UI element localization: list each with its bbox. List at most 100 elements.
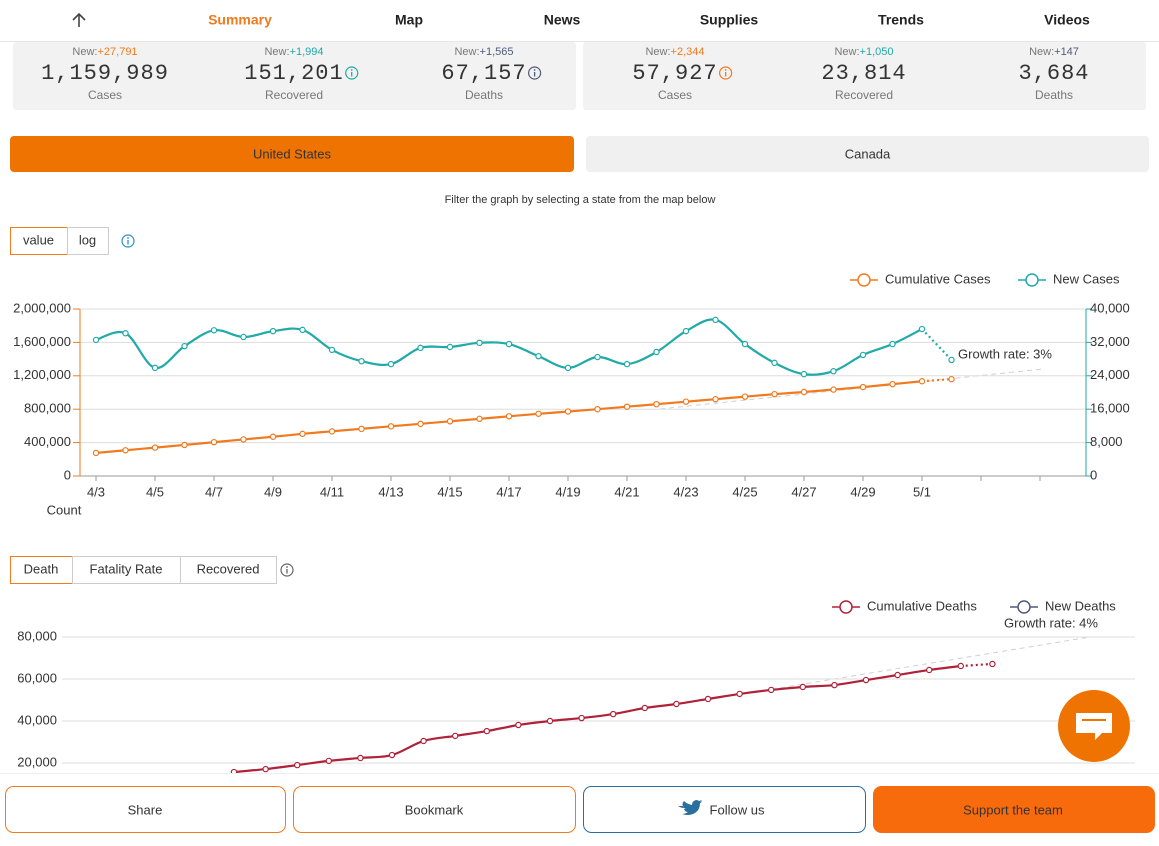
new-prefix: New: bbox=[645, 46, 670, 58]
nav-item[interactable]: Summary bbox=[208, 12, 272, 28]
y-tick-label: 40,000 bbox=[17, 712, 57, 727]
option-label: Fatality Rate bbox=[90, 561, 163, 576]
new-value: +1,050 bbox=[860, 46, 894, 58]
data-point bbox=[240, 333, 247, 341]
twitter-icon bbox=[678, 800, 702, 815]
nav-item[interactable]: Map bbox=[395, 12, 423, 28]
data-point bbox=[682, 398, 690, 405]
data-point bbox=[889, 340, 896, 348]
data-point bbox=[535, 410, 542, 417]
data-point bbox=[862, 676, 870, 684]
data-point bbox=[653, 348, 660, 356]
data-point bbox=[269, 327, 277, 335]
stat-label: Cases bbox=[88, 88, 122, 102]
country-tab[interactable] bbox=[586, 136, 1149, 172]
stat-label: Deaths bbox=[1035, 88, 1073, 102]
footer-button[interactable] bbox=[583, 786, 866, 833]
series-line-projected bbox=[921, 328, 953, 361]
stat-label: Cases bbox=[658, 88, 692, 102]
footer-button[interactable] bbox=[5, 786, 286, 833]
y-tick-label: 1,200,000 bbox=[13, 367, 71, 382]
data-point bbox=[594, 353, 601, 361]
country-tab-label: Canada bbox=[845, 146, 891, 161]
data-point bbox=[262, 765, 269, 773]
us-stats-panel bbox=[13, 42, 576, 110]
data-point bbox=[712, 395, 719, 403]
info-icon[interactable] bbox=[121, 234, 135, 248]
y-tick-label: 20,000 bbox=[17, 754, 57, 769]
new-value: +1,565 bbox=[480, 46, 514, 58]
ca-stats-panel bbox=[583, 42, 1146, 110]
footer-button[interactable] bbox=[293, 786, 576, 833]
data-point bbox=[328, 346, 336, 354]
option-button[interactable] bbox=[10, 227, 68, 255]
data-point bbox=[653, 400, 660, 408]
data-point bbox=[564, 408, 572, 415]
option-button[interactable] bbox=[67, 227, 109, 255]
legend-label[interactable]: Cumulative Cases bbox=[885, 271, 991, 286]
legend-label[interactable]: New Cases bbox=[1053, 271, 1120, 286]
new-count: New:+1,565 bbox=[454, 46, 513, 58]
legend-label[interactable]: Cumulative Deaths bbox=[867, 598, 977, 613]
data-point bbox=[800, 388, 808, 396]
data-point bbox=[299, 430, 306, 438]
nav-item[interactable]: Trends bbox=[878, 12, 924, 28]
info-icon-dot bbox=[286, 566, 288, 568]
data-point bbox=[420, 737, 427, 745]
data-point bbox=[299, 326, 306, 334]
new-count: New:+147 bbox=[1029, 46, 1079, 58]
info-icon[interactable] bbox=[528, 66, 542, 80]
data-point bbox=[446, 418, 454, 425]
filter-note: Filter the graph by selecting a state fr… bbox=[445, 194, 716, 206]
data-point bbox=[452, 732, 459, 740]
new-count: New:+1,994 bbox=[264, 46, 323, 58]
info-icon-dot bbox=[127, 237, 129, 239]
data-point bbox=[859, 383, 867, 391]
info-icon[interactable] bbox=[280, 563, 294, 577]
x-tick-label: 4/13 bbox=[378, 484, 403, 499]
info-icon[interactable] bbox=[345, 66, 359, 80]
x-tick-label: 4/19 bbox=[555, 484, 580, 499]
data-point bbox=[325, 757, 332, 765]
new-prefix: New: bbox=[834, 46, 859, 58]
footer-button[interactable] bbox=[873, 786, 1155, 833]
back-to-top[interactable] bbox=[72, 12, 86, 27]
info-icon-dot bbox=[533, 69, 536, 71]
data-point bbox=[210, 327, 218, 334]
data-point bbox=[830, 386, 837, 393]
data-point bbox=[926, 666, 933, 674]
option-button[interactable] bbox=[180, 556, 277, 584]
data-point bbox=[594, 406, 601, 413]
option-label: value bbox=[23, 232, 54, 247]
country-tab[interactable] bbox=[10, 136, 574, 172]
data-point bbox=[771, 359, 778, 367]
option-button[interactable] bbox=[72, 556, 181, 584]
data-point bbox=[269, 433, 277, 440]
info-icon[interactable] bbox=[719, 66, 733, 80]
y2-tick-label: 0 bbox=[1090, 467, 1097, 482]
data-point bbox=[948, 375, 955, 383]
data-point bbox=[771, 390, 778, 398]
data-point bbox=[122, 447, 129, 454]
y-tick-label: 1,600,000 bbox=[13, 334, 71, 349]
data-point bbox=[704, 695, 712, 703]
y-axis-label: Count bbox=[47, 502, 82, 517]
legend-marker bbox=[1017, 600, 1031, 614]
data-point bbox=[92, 449, 100, 457]
x-tick-label: 4/3 bbox=[87, 484, 105, 499]
data-point bbox=[358, 425, 365, 433]
data-point bbox=[358, 357, 365, 365]
nav-item[interactable]: Supplies bbox=[700, 12, 759, 28]
data-point bbox=[712, 316, 719, 324]
stat-value: 151,201 bbox=[244, 61, 343, 86]
nav-item[interactable]: News bbox=[544, 12, 581, 28]
data-point bbox=[387, 423, 395, 430]
legend-label[interactable]: New Deaths bbox=[1045, 598, 1116, 613]
nav-item[interactable]: Videos bbox=[1044, 12, 1090, 28]
data-point bbox=[388, 751, 396, 759]
series-line-projected bbox=[960, 662, 993, 668]
new-value: +27,791 bbox=[97, 46, 137, 58]
data-point bbox=[673, 700, 680, 708]
data-point bbox=[918, 378, 926, 385]
